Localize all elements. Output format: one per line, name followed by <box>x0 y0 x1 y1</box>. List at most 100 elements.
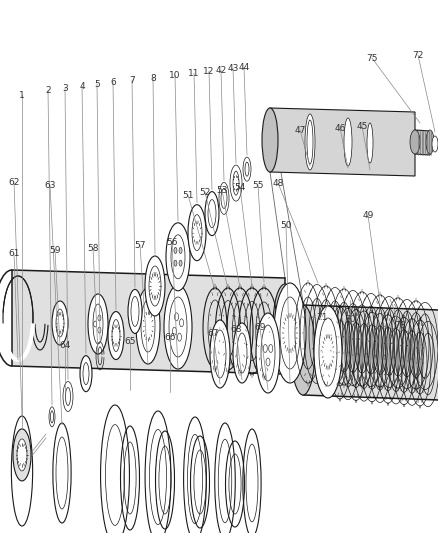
Ellipse shape <box>213 330 226 378</box>
Ellipse shape <box>136 288 159 364</box>
Text: 10: 10 <box>169 70 180 79</box>
Ellipse shape <box>171 235 184 279</box>
Ellipse shape <box>290 305 314 395</box>
Text: 55: 55 <box>252 181 263 190</box>
Ellipse shape <box>306 120 312 164</box>
Text: 56: 56 <box>166 238 177 246</box>
Ellipse shape <box>313 306 341 398</box>
Text: 78: 78 <box>393 320 405 329</box>
Ellipse shape <box>304 114 314 170</box>
Ellipse shape <box>318 318 336 386</box>
Ellipse shape <box>131 296 139 326</box>
Text: 8: 8 <box>150 74 155 83</box>
Text: 44: 44 <box>238 62 249 71</box>
Ellipse shape <box>173 247 177 253</box>
Ellipse shape <box>243 157 251 181</box>
Ellipse shape <box>108 312 124 360</box>
Text: 12: 12 <box>203 67 214 76</box>
Text: 59: 59 <box>49 246 60 254</box>
Ellipse shape <box>172 327 176 335</box>
Ellipse shape <box>65 387 71 406</box>
Text: 54: 54 <box>234 182 245 191</box>
Polygon shape <box>414 130 429 155</box>
Ellipse shape <box>145 256 165 316</box>
Ellipse shape <box>220 188 226 208</box>
Ellipse shape <box>177 333 181 341</box>
Text: 62: 62 <box>8 177 20 187</box>
Text: 7: 7 <box>129 76 134 85</box>
Ellipse shape <box>83 362 89 385</box>
Text: 64: 64 <box>59 342 71 351</box>
Polygon shape <box>269 108 414 176</box>
Ellipse shape <box>50 411 53 423</box>
Ellipse shape <box>179 319 183 327</box>
Text: 43: 43 <box>227 63 238 72</box>
Ellipse shape <box>164 285 191 369</box>
Ellipse shape <box>255 313 279 393</box>
Ellipse shape <box>431 136 437 152</box>
Text: 45: 45 <box>356 122 367 131</box>
Ellipse shape <box>261 108 277 172</box>
Ellipse shape <box>174 313 178 321</box>
Text: 72: 72 <box>411 51 423 60</box>
Ellipse shape <box>80 356 92 392</box>
Ellipse shape <box>179 247 182 253</box>
Text: 1: 1 <box>19 91 25 100</box>
Ellipse shape <box>263 344 267 352</box>
Ellipse shape <box>169 297 187 357</box>
Ellipse shape <box>187 205 205 261</box>
Ellipse shape <box>261 325 274 381</box>
Text: 51: 51 <box>182 190 193 199</box>
Ellipse shape <box>141 300 155 352</box>
Polygon shape <box>12 270 284 374</box>
Ellipse shape <box>244 162 248 176</box>
Text: 2: 2 <box>45 85 51 94</box>
Ellipse shape <box>17 439 27 471</box>
Ellipse shape <box>112 320 120 352</box>
Text: 3: 3 <box>62 84 68 93</box>
Text: 46: 46 <box>334 124 345 133</box>
Ellipse shape <box>49 407 55 427</box>
Ellipse shape <box>173 260 177 266</box>
Text: 4: 4 <box>79 82 85 91</box>
Polygon shape <box>302 305 438 400</box>
Text: 58: 58 <box>87 244 99 253</box>
Text: 71: 71 <box>315 312 327 321</box>
Ellipse shape <box>265 358 269 366</box>
Text: 53: 53 <box>216 185 227 195</box>
Ellipse shape <box>128 289 141 334</box>
Text: 75: 75 <box>365 53 377 62</box>
Text: 11: 11 <box>188 69 199 77</box>
Ellipse shape <box>268 344 272 352</box>
Ellipse shape <box>205 192 219 236</box>
Ellipse shape <box>88 294 108 354</box>
Text: 61: 61 <box>8 248 20 257</box>
Ellipse shape <box>13 429 31 481</box>
Text: 57: 57 <box>134 240 145 249</box>
Ellipse shape <box>179 260 182 266</box>
Ellipse shape <box>219 182 229 214</box>
Ellipse shape <box>148 266 161 306</box>
Text: 52: 52 <box>199 188 210 197</box>
Ellipse shape <box>208 200 215 228</box>
Ellipse shape <box>93 304 103 344</box>
Ellipse shape <box>98 327 101 333</box>
Ellipse shape <box>166 223 190 291</box>
Ellipse shape <box>63 382 73 411</box>
Ellipse shape <box>93 321 96 327</box>
Ellipse shape <box>52 301 68 345</box>
Ellipse shape <box>343 118 351 166</box>
Ellipse shape <box>273 283 305 383</box>
Text: 48: 48 <box>272 179 283 188</box>
Ellipse shape <box>233 323 251 383</box>
Ellipse shape <box>56 309 64 337</box>
Text: 63: 63 <box>44 181 56 190</box>
Text: 69: 69 <box>254 324 265 333</box>
Text: 68: 68 <box>230 326 241 335</box>
Ellipse shape <box>209 320 230 388</box>
Ellipse shape <box>98 315 101 321</box>
Ellipse shape <box>191 215 201 251</box>
Text: 47: 47 <box>293 125 305 134</box>
Text: 67: 67 <box>207 328 218 337</box>
Ellipse shape <box>233 171 238 195</box>
